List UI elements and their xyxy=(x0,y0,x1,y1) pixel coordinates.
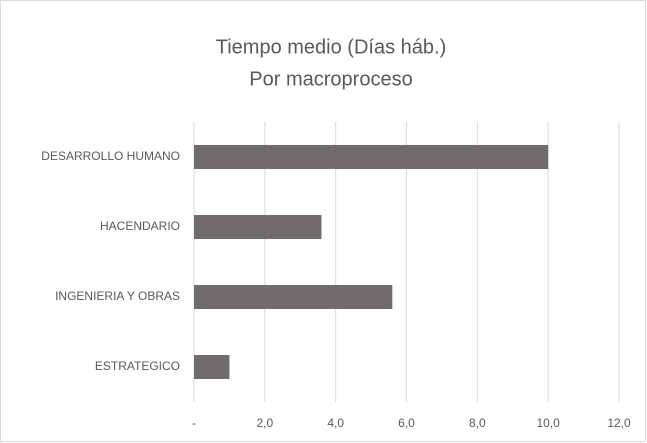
chart-subtitle: Por macroproceso xyxy=(249,68,412,90)
chart-title: Tiempo medio (Días háb.) xyxy=(216,36,446,58)
x-tick-label: 12,0 xyxy=(607,416,631,430)
x-tick-label: 2,0 xyxy=(256,416,273,430)
y-tick-label: INGENIERIA Y OBRAS xyxy=(55,289,180,303)
y-tick-label: ESTRATEGICO xyxy=(95,359,180,373)
bar xyxy=(194,145,549,169)
x-tick-label: 8,0 xyxy=(469,416,486,430)
x-tick-label: 6,0 xyxy=(398,416,415,430)
x-tick-label: 10,0 xyxy=(536,416,560,430)
x-tick-label: - xyxy=(192,416,196,430)
bar xyxy=(194,215,322,239)
bar xyxy=(194,285,393,309)
y-tick-label: HACENDARIO xyxy=(100,219,180,233)
x-tick-label: 4,0 xyxy=(327,416,344,430)
bar xyxy=(194,355,230,379)
y-tick-label: DESARROLLO HUMANO xyxy=(41,149,180,163)
